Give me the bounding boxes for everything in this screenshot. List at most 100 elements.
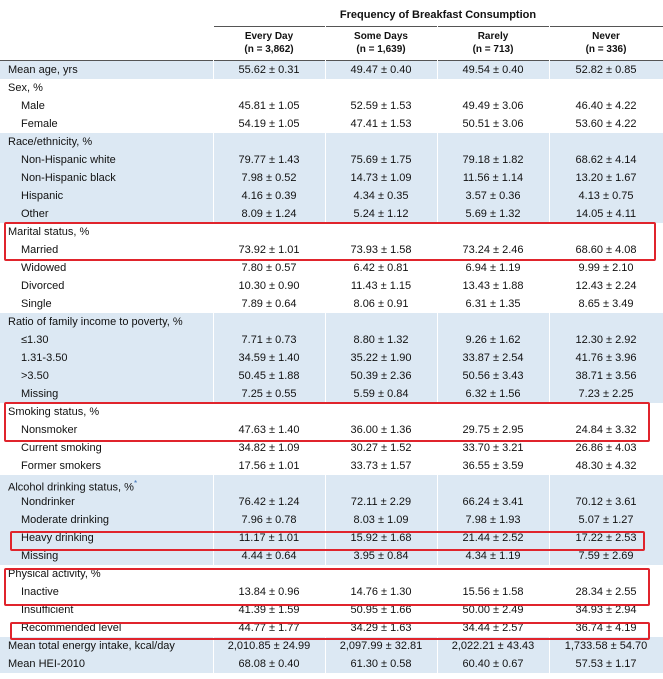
value-cell: 4.13 ± 0.75 xyxy=(578,190,634,202)
value-cell: 7.98 ± 1.93 xyxy=(465,514,521,526)
value-cell: 30.27 ± 1.52 xyxy=(350,442,412,454)
table-row: Former smokers 17.56 ± 1.01 33.73 ± 1.57 36… xyxy=(0,457,663,475)
value-cell: 24.84 ± 3.32 xyxy=(575,424,637,436)
col-header-some-days: Some Days (n = 1,639) xyxy=(325,30,437,56)
column-divider xyxy=(549,26,550,679)
value-cell: 36.00 ± 1.36 xyxy=(350,424,412,436)
table-section-row: Marital status, % xyxy=(0,223,663,241)
value-cell: 70.12 ± 3.61 xyxy=(575,496,637,508)
value-cell: 8.65 ± 3.49 xyxy=(578,298,634,310)
row-label: Nondrinker xyxy=(21,496,75,508)
value-cell: 1,733.58 ± 54.70 xyxy=(564,640,648,652)
row-label: Non-Hispanic white xyxy=(21,154,116,166)
row-label: Sex, % xyxy=(8,82,43,94)
group-header: Frequency of Breakfast Consumption xyxy=(339,9,537,21)
row-label: Mean HEI-2010 xyxy=(8,658,86,670)
row-label: 1.31-3.50 xyxy=(21,352,68,364)
column-divider xyxy=(213,26,214,679)
row-label: Former smokers xyxy=(21,460,102,472)
col-header-name: Rarely xyxy=(477,31,509,42)
value-cell: 79.18 ± 1.82 xyxy=(462,154,524,166)
table-row: Missing 7.25 ± 0.55 5.59 ± 0.84 6.32 ± 1.56… xyxy=(0,385,663,403)
table-row: Nonsmoker 47.63 ± 1.40 36.00 ± 1.36 29.75 ±… xyxy=(0,421,663,439)
table-row: Other 8.09 ± 1.24 5.24 ± 1.12 5.69 ± 1.32 14… xyxy=(0,205,663,223)
row-label: Race/ethnicity, % xyxy=(8,136,93,148)
value-cell: 7.96 ± 0.78 xyxy=(241,514,297,526)
row-label: Widowed xyxy=(21,262,67,274)
row-label: Divorced xyxy=(21,280,65,292)
value-cell: 29.75 ± 2.95 xyxy=(462,424,524,436)
table-row: >3.50 50.45 ± 1.88 50.39 ± 2.36 50.56 ± 3.4… xyxy=(0,367,663,385)
col-header-n: (n = 713) xyxy=(472,44,514,55)
row-label: Mean age, yrs xyxy=(8,64,78,76)
value-cell: 17.56 ± 1.01 xyxy=(238,460,300,472)
value-cell: 2,022.21 ± 43.43 xyxy=(451,640,535,652)
table-section-row: Ratio of family income to poverty, % xyxy=(0,313,663,331)
value-cell: 61.30 ± 0.58 xyxy=(350,658,412,670)
value-cell: 13.43 ± 1.88 xyxy=(462,280,524,292)
row-label: Inactive xyxy=(21,586,59,598)
value-cell: 6.31 ± 1.35 xyxy=(465,298,521,310)
value-cell: 17.22 ± 2.53 xyxy=(575,532,637,544)
value-cell: 49.49 ± 3.06 xyxy=(462,100,524,112)
value-cell: 34.29 ± 1.63 xyxy=(350,622,412,634)
value-cell: 57.53 ± 1.17 xyxy=(575,658,637,670)
header-bottom-rule xyxy=(0,60,663,61)
value-cell: 4.34 ± 1.19 xyxy=(465,550,521,562)
value-cell: 35.22 ± 1.90 xyxy=(350,352,412,364)
value-cell: 4.44 ± 0.64 xyxy=(241,550,297,562)
value-cell: 8.06 ± 0.91 xyxy=(353,298,409,310)
value-cell: 9.99 ± 2.10 xyxy=(578,262,634,274)
value-cell: 7.71 ± 0.73 xyxy=(241,334,297,346)
value-cell: 14.76 ± 1.30 xyxy=(350,586,412,598)
table-section-row: Race/ethnicity, % xyxy=(0,133,663,151)
row-label: Missing xyxy=(21,550,59,562)
table-row: Single 7.89 ± 0.64 8.06 ± 0.91 6.31 ± 1.35 8… xyxy=(0,295,663,313)
value-cell: 33.87 ± 2.54 xyxy=(462,352,524,364)
value-cell: 33.70 ± 3.21 xyxy=(462,442,524,454)
table-row: Moderate drinking 7.96 ± 0.78 8.03 ± 1.09 7… xyxy=(0,511,663,529)
value-cell: 26.86 ± 4.03 xyxy=(575,442,637,454)
value-cell: 72.11 ± 2.29 xyxy=(350,496,412,508)
table-row: Insufficient 41.39 ± 1.59 50.95 ± 1.66 50.0… xyxy=(0,601,663,619)
value-cell: 54.19 ± 1.05 xyxy=(238,118,300,130)
value-cell: 49.47 ± 0.40 xyxy=(350,64,412,76)
value-cell: 12.43 ± 2.24 xyxy=(575,280,637,292)
value-cell: 5.07 ± 1.27 xyxy=(578,514,634,526)
value-cell: 21.44 ± 2.52 xyxy=(462,532,524,544)
value-cell: 76.42 ± 1.24 xyxy=(238,496,300,508)
value-cell: 10.30 ± 0.90 xyxy=(238,280,300,292)
col-header-never: Never (n = 336) xyxy=(549,30,663,56)
col-header-name: Some Days xyxy=(354,31,408,42)
row-label: Hispanic xyxy=(21,190,64,202)
value-cell: 7.23 ± 2.25 xyxy=(578,388,634,400)
table-section-row: Alcohol drinking status, %* xyxy=(0,475,663,494)
value-cell: 53.60 ± 4.22 xyxy=(575,118,637,130)
value-cell: 55.62 ± 0.31 xyxy=(238,64,300,76)
table-row: 1.31-3.50 34.59 ± 1.40 35.22 ± 1.90 33.87 ±… xyxy=(0,349,663,367)
value-cell: 75.69 ± 1.75 xyxy=(350,154,412,166)
table-section-row: Sex, % xyxy=(0,79,663,97)
table-section-row: Smoking status, % xyxy=(0,403,663,421)
value-cell: 34.93 ± 2.94 xyxy=(575,604,637,616)
row-label: ≤1.30 xyxy=(21,334,49,346)
col-header-rarely: Rarely (n = 713) xyxy=(437,30,549,56)
value-cell: 60.40 ± 0.67 xyxy=(462,658,524,670)
value-cell: 15.92 ± 1.68 xyxy=(350,532,412,544)
value-cell: 7.98 ± 0.52 xyxy=(241,172,297,184)
highlight-box-recommended xyxy=(10,622,650,640)
value-cell: 7.25 ± 0.55 xyxy=(241,388,297,400)
value-cell: 45.81 ± 1.05 xyxy=(238,100,300,112)
value-cell: 2,097.99 ± 32.81 xyxy=(339,640,423,652)
value-cell: 11.17 ± 1.01 xyxy=(238,532,300,544)
row-label: Physical activity, % xyxy=(8,568,101,580)
value-cell: 36.74 ± 4.19 xyxy=(575,622,637,634)
value-cell: 6.94 ± 1.19 xyxy=(465,262,521,274)
table-row: ≤1.30 7.71 ± 0.73 8.80 ± 1.32 9.26 ± 1.62 12… xyxy=(0,331,663,349)
value-cell: 34.44 ± 2.57 xyxy=(462,622,524,634)
highlight-box-marital xyxy=(4,222,656,261)
value-cell: 4.34 ± 0.35 xyxy=(353,190,409,202)
value-cell: 5.69 ± 1.32 xyxy=(465,208,521,220)
value-cell: 50.56 ± 3.43 xyxy=(462,370,524,382)
table-row: Current smoking 34.82 ± 1.09 30.27 ± 1.52 3… xyxy=(0,439,663,457)
